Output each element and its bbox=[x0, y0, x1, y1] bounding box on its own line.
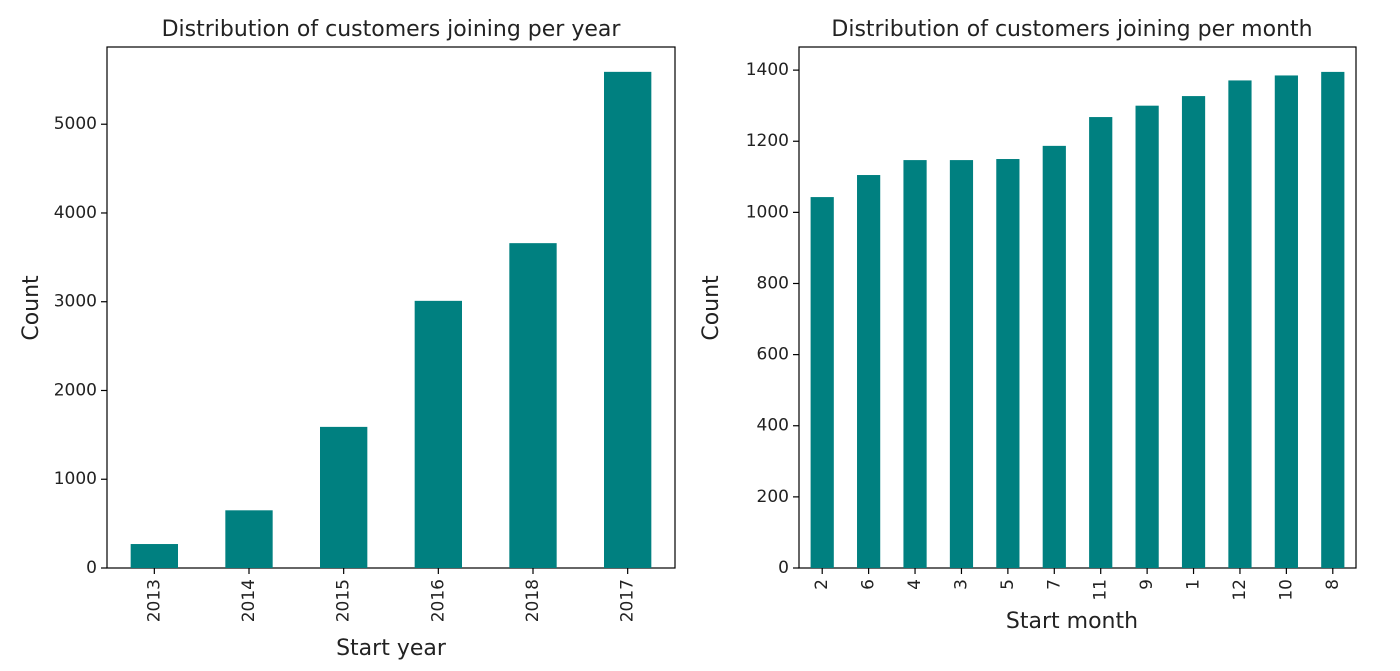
bar-2014 bbox=[225, 510, 273, 568]
plot-frame bbox=[798, 46, 1357, 569]
y-tick-label: 1200 bbox=[746, 131, 789, 151]
x-tick-label: 5 bbox=[998, 579, 1018, 590]
bar-4 bbox=[903, 160, 927, 568]
bar-2016 bbox=[414, 300, 462, 568]
x-axis-ticks: 2013 2014 2015 2016 2018 2017 bbox=[144, 568, 638, 622]
y-tick-label: 5000 bbox=[54, 114, 97, 134]
x-tick-label: 10 bbox=[1276, 579, 1296, 601]
x-tick-label: 12 bbox=[1230, 579, 1250, 601]
bar-12 bbox=[1228, 80, 1252, 568]
y-axis-label: Count bbox=[19, 275, 44, 341]
bar-5 bbox=[996, 159, 1020, 568]
x-tick-label: 2014 bbox=[239, 579, 259, 622]
y-tick-label: 1000 bbox=[54, 469, 97, 489]
bar-8 bbox=[1321, 71, 1345, 568]
chart-customers-per-year: Distribution of customers joining per ye… bbox=[19, 17, 676, 661]
plot-frame bbox=[106, 46, 676, 569]
y-tick-label: 600 bbox=[757, 345, 789, 365]
bar-group bbox=[810, 71, 1345, 569]
x-tick-label: 9 bbox=[1137, 579, 1157, 590]
x-tick-label: 7 bbox=[1044, 579, 1064, 590]
x-axis-ticks: 2 6 4 3 5 7 11 9 1 12 10 8 bbox=[812, 568, 1343, 601]
y-tick-label: 0 bbox=[86, 558, 97, 578]
bar-11 bbox=[1089, 117, 1113, 568]
x-tick-label: 2013 bbox=[144, 579, 164, 622]
bar-9 bbox=[1135, 105, 1159, 568]
bar-2015 bbox=[320, 426, 368, 568]
bar-3 bbox=[949, 160, 974, 568]
x-tick-label: 1 bbox=[1184, 579, 1204, 590]
y-tick-label: 1400 bbox=[746, 60, 789, 80]
y-axis-label: Count bbox=[699, 275, 724, 341]
x-tick-label: 2 bbox=[812, 579, 832, 590]
y-tick-label: 4000 bbox=[54, 203, 97, 223]
bar-2017 bbox=[604, 71, 652, 568]
y-tick-label: 0 bbox=[778, 558, 789, 578]
x-tick-label: 2016 bbox=[428, 579, 448, 622]
chart-customers-per-month: Distribution of customers joining per mo… bbox=[699, 17, 1357, 634]
bar-10 bbox=[1274, 75, 1298, 569]
y-tick-label: 2000 bbox=[54, 380, 97, 400]
y-axis-ticks: 0 200 400 600 800 1000 1200 1400 bbox=[746, 60, 799, 578]
y-tick-label: 3000 bbox=[54, 292, 97, 312]
bar-6 bbox=[857, 175, 881, 569]
x-axis-label: Start year bbox=[336, 636, 447, 661]
y-tick-label: 1000 bbox=[746, 202, 789, 222]
x-tick-label: 2018 bbox=[523, 579, 543, 622]
x-tick-label: 8 bbox=[1323, 579, 1343, 590]
chart-title: Distribution of customers joining per ye… bbox=[162, 17, 622, 42]
x-tick-label: 2017 bbox=[618, 579, 638, 622]
y-tick-label: 200 bbox=[757, 487, 789, 507]
bar-2 bbox=[810, 197, 834, 568]
bar-group bbox=[130, 71, 652, 568]
bar-1 bbox=[1181, 96, 1206, 568]
x-tick-label: 2015 bbox=[334, 579, 354, 622]
x-tick-label: 3 bbox=[951, 579, 971, 590]
x-tick-label: 4 bbox=[905, 579, 925, 590]
x-axis-label: Start month bbox=[1006, 609, 1138, 634]
y-tick-label: 400 bbox=[757, 416, 789, 436]
bar-7 bbox=[1042, 145, 1066, 568]
x-tick-label: 11 bbox=[1091, 579, 1111, 601]
y-tick-label: 800 bbox=[757, 273, 789, 293]
bar-2013 bbox=[130, 544, 178, 568]
x-tick-label: 6 bbox=[859, 579, 879, 590]
y-axis-ticks: 0 1000 2000 3000 4000 5000 bbox=[54, 114, 107, 578]
bar-2018 bbox=[509, 243, 557, 568]
chart-title: Distribution of customers joining per mo… bbox=[831, 17, 1312, 42]
